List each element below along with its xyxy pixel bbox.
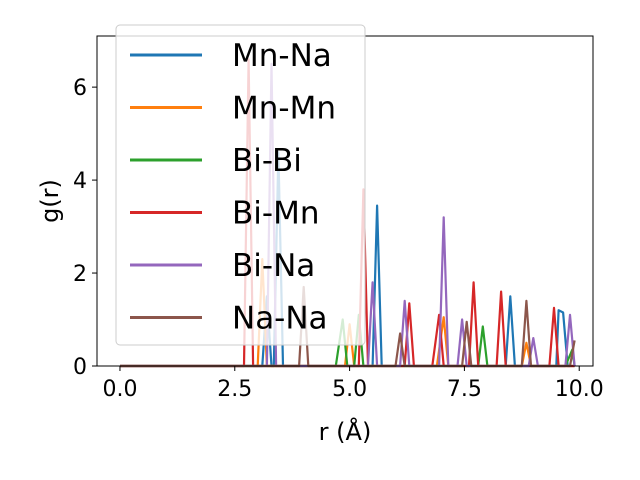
y-axis-label: g(r)	[36, 179, 64, 223]
x-tick-label: 5.0	[332, 377, 367, 402]
legend-label-bi-bi: Bi-Bi	[232, 143, 302, 179]
x-tick-label: 10.0	[555, 377, 604, 402]
legend-label-mn-na: Mn-Na	[232, 38, 332, 74]
y-tick-label: 6	[73, 76, 87, 101]
legend-items: Mn-Na Mn-Mn Bi-Bi Bi-Mn Bi-Na Na-Na	[130, 38, 336, 337]
y-tick-label: 0	[73, 355, 87, 380]
legend-label-bi-mn: Bi-Mn	[232, 196, 319, 232]
x-tick-label: 2.5	[217, 377, 252, 402]
y-tick-label: 4	[73, 169, 87, 194]
y-tick-label: 2	[73, 262, 87, 287]
legend: Mn-Na Mn-Mn Bi-Bi Bi-Mn Bi-Na Na-Na	[115, 24, 366, 346]
x-axis-label: r (Å)	[319, 417, 372, 446]
x-tick-label: 7.5	[447, 377, 482, 402]
x-tick-label: 0.0	[102, 377, 137, 402]
y-axis-ticks: 0 2 4 6	[73, 76, 97, 380]
x-axis-ticks: 0.0 2.5 5.0 7.5 10.0	[102, 366, 604, 402]
series-line-mn-na	[120, 151, 575, 368]
legend-label-bi-na: Bi-Na	[232, 248, 315, 284]
legend-label-mn-mn: Mn-Mn	[232, 91, 336, 127]
legend-label-na-na: Na-Na	[232, 301, 328, 337]
